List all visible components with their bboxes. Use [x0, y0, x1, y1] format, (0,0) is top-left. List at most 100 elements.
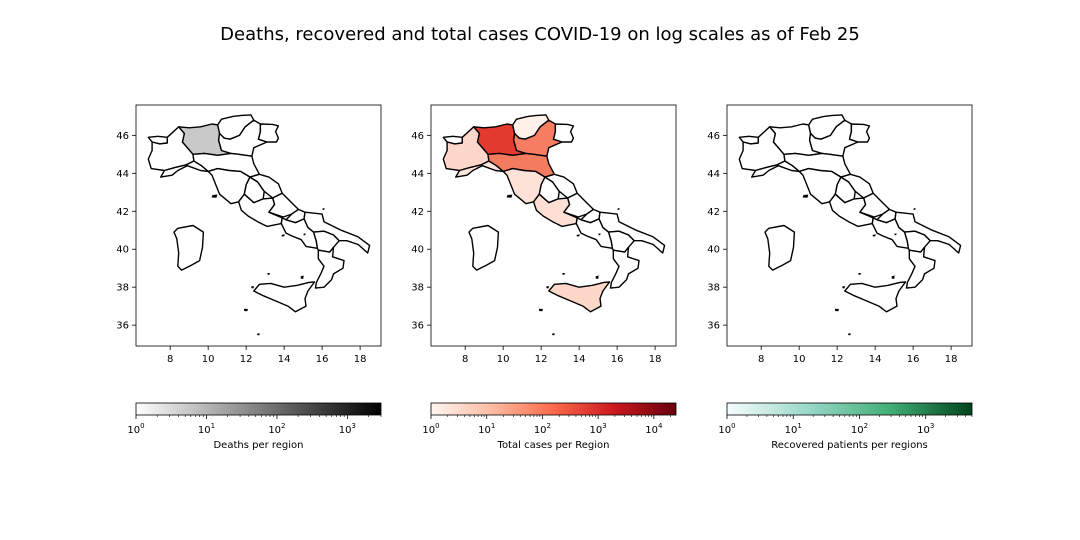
region-calabria: [609, 246, 640, 289]
region-puglia: [303, 211, 371, 254]
x-tick-label: 14: [278, 354, 291, 365]
islet: [257, 333, 260, 336]
islet: [562, 273, 565, 275]
y-tick-label: 42: [411, 207, 424, 218]
colorbar-label: Deaths per region: [213, 440, 303, 451]
x-tick-label: 8: [167, 354, 173, 365]
y-tick-label: 44: [116, 169, 129, 180]
region-sardegna: [764, 224, 796, 271]
region-calabria: [314, 246, 345, 289]
islet: [913, 208, 916, 210]
y-tick-label: 38: [116, 283, 129, 294]
islet: [244, 308, 248, 312]
islet: [211, 194, 218, 198]
y-tick-label: 40: [707, 245, 720, 256]
y-tick-label: 44: [411, 169, 424, 180]
colorbar-tick-label: 102: [268, 422, 285, 436]
y-tick-label: 46: [116, 131, 129, 142]
y-tick-label: 42: [707, 207, 720, 218]
x-tick-label: 14: [573, 354, 586, 365]
region-puglia: [598, 211, 666, 254]
region-calabria: [905, 246, 936, 289]
islet: [598, 233, 601, 236]
islet: [546, 286, 550, 289]
islet: [251, 286, 255, 289]
colorbar-tick-label: 101: [478, 422, 495, 436]
islet: [835, 308, 839, 312]
colorbar-label: Total cases per Region: [497, 440, 610, 451]
region-friuli-venezia-giulia: [552, 123, 575, 143]
islet: [858, 273, 861, 275]
y-tick-label: 38: [707, 283, 720, 294]
y-tick-label: 46: [707, 131, 720, 142]
colorbar-tick-label: 102: [851, 422, 868, 436]
colorbar-tick-label: 100: [422, 422, 439, 436]
colorbar-label: Recovered patients per regions: [771, 440, 928, 451]
y-tick-label: 46: [411, 131, 424, 142]
x-tick-label: 12: [240, 354, 253, 365]
colorbar-tick-label: 101: [785, 422, 802, 436]
islet: [617, 208, 620, 210]
region-puglia: [894, 211, 962, 254]
colorbar-tick-label: 103: [917, 422, 934, 436]
colorbar-tick-label: 103: [339, 422, 356, 436]
recovered-panel: 8 10 12 14 16 18 36 38 40 42 44 46 100 101 102 103 Recov…: [707, 104, 973, 451]
islet: [894, 233, 897, 236]
region-friuli-venezia-giulia: [848, 123, 871, 143]
colorbar-tick-label: 103: [590, 422, 607, 436]
y-tick-label: 38: [411, 283, 424, 294]
deaths-panel: 8 10 12 14 16 18 36 38 40 42 44 46 100 101 102 103 Death…: [116, 104, 382, 451]
x-tick-label: 12: [535, 354, 548, 365]
colorbar: [726, 402, 973, 416]
islet: [576, 234, 580, 237]
x-tick-label: 18: [945, 354, 958, 365]
figure-title: Deaths, recovered and total cases COVID-…: [220, 24, 860, 45]
islet: [322, 208, 325, 210]
islet: [303, 233, 306, 236]
y-tick-label: 44: [707, 169, 720, 180]
x-tick-label: 16: [907, 354, 920, 365]
x-tick-label: 16: [316, 354, 329, 365]
islet: [872, 234, 876, 237]
islet: [506, 194, 513, 198]
x-tick-label: 18: [649, 354, 662, 365]
region-sicilia: [548, 281, 611, 313]
y-tick-label: 40: [411, 245, 424, 256]
islet: [300, 275, 304, 279]
y-tick-label: 42: [116, 207, 129, 218]
islet: [539, 308, 543, 312]
y-tick-label: 36: [116, 321, 129, 332]
islet: [552, 333, 555, 336]
colorbar: [430, 402, 677, 416]
colorbar-tick-label: 104: [645, 422, 663, 436]
total-cases-panel: 8 10 12 14 16 18 36 38 40 42 44 46 100 101 102 103 104 To…: [411, 104, 677, 451]
y-tick-label: 40: [116, 245, 129, 256]
x-tick-label: 8: [758, 354, 764, 365]
x-tick-label: 18: [354, 354, 367, 365]
region-friuli-venezia-giulia: [257, 123, 280, 143]
x-tick-label: 14: [869, 354, 882, 365]
islet: [281, 234, 285, 237]
islet: [848, 333, 851, 336]
islet: [595, 275, 599, 279]
colorbar-tick-label: 100: [127, 422, 144, 436]
islet: [802, 194, 809, 198]
region-sardegna: [173, 224, 205, 271]
colorbar: [135, 402, 382, 416]
colorbar-tick-label: 101: [198, 422, 215, 436]
x-tick-label: 10: [202, 354, 215, 365]
region-sicilia: [253, 281, 316, 313]
islet: [891, 275, 895, 279]
x-tick-label: 10: [497, 354, 510, 365]
region-sicilia: [844, 281, 907, 313]
x-tick-label: 10: [793, 354, 806, 365]
region-sardegna: [468, 224, 500, 271]
y-tick-label: 36: [707, 321, 720, 332]
y-tick-label: 36: [411, 321, 424, 332]
colorbar-tick-label: 102: [534, 422, 551, 436]
x-tick-label: 8: [462, 354, 468, 365]
colorbar-tick-label: 100: [718, 422, 735, 436]
islet: [267, 273, 270, 275]
x-tick-label: 12: [831, 354, 844, 365]
